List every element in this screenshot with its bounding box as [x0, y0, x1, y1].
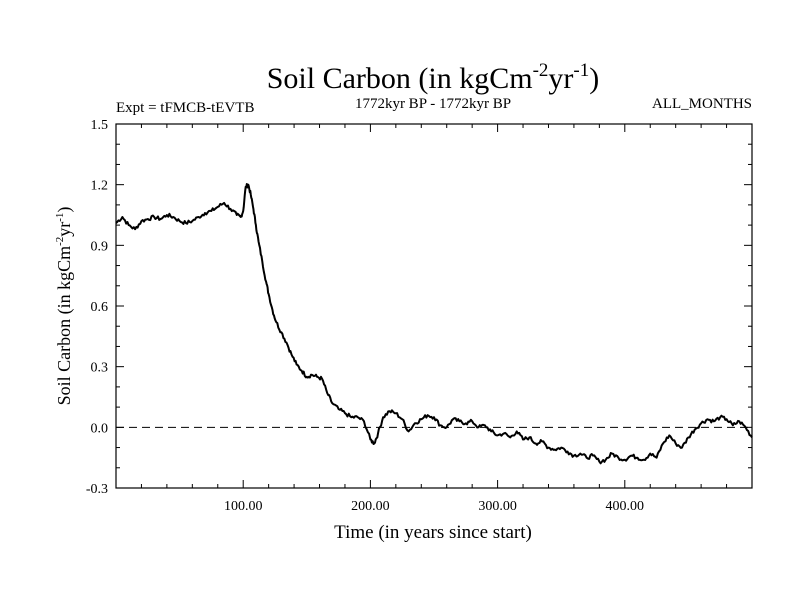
plot-frame	[115, 123, 753, 489]
subtitle-left: Expt = tFMCB-tEVTB	[116, 100, 254, 116]
y-tick-label: 0.0	[91, 421, 109, 436]
x-tick-label: 100.00	[224, 499, 263, 514]
y-axis-label-end: )	[54, 207, 75, 213]
chart-title-text: Soil Carbon (in kgCm	[267, 62, 533, 95]
axis-ticks	[116, 123, 752, 489]
y-tick-label: 0.6	[91, 300, 109, 315]
chart-title-mid: yr	[548, 62, 573, 95]
subtitle-center: 1772kyr BP - 1772kyr BP	[355, 96, 511, 112]
y-tick-label: 1.2	[91, 179, 109, 194]
y-axis-label: Soil Carbon (in kgCm-2yr-1)	[54, 207, 75, 406]
y-axis-label-mid: yr	[54, 222, 74, 237]
chart-title: Soil Carbon (in kgCm-2yr-1)	[267, 60, 600, 95]
y-axis-label-sup1: -2	[54, 237, 66, 246]
x-tick-label: 400.00	[606, 499, 645, 514]
soil-carbon-series-line	[115, 183, 753, 465]
y-tick-label: 0.3	[91, 361, 109, 376]
y-tick-label: 1.5	[91, 118, 109, 133]
axis-tick-labels: -0.3 0.0 0.3 0.6 0.9 1.2 1.5 100.00 200.00 300.00…	[86, 118, 644, 514]
chart-title-end: )	[589, 62, 599, 95]
chart-title-sup2: -1	[573, 60, 589, 81]
x-tick-label: 300.00	[478, 499, 517, 514]
x-axis-label: Time (in years since start)	[334, 522, 532, 543]
chart-title-sup1: -2	[533, 60, 549, 81]
x-tick-label: 200.00	[351, 499, 390, 514]
y-axis-label-text: Soil Carbon (in kgCm	[54, 246, 75, 406]
y-axis-label-sup2: -1	[54, 213, 66, 222]
y-tick-label: 0.9	[91, 239, 109, 254]
subtitle-right: ALL_MONTHS	[652, 96, 752, 112]
y-tick-label: -0.3	[86, 482, 108, 497]
